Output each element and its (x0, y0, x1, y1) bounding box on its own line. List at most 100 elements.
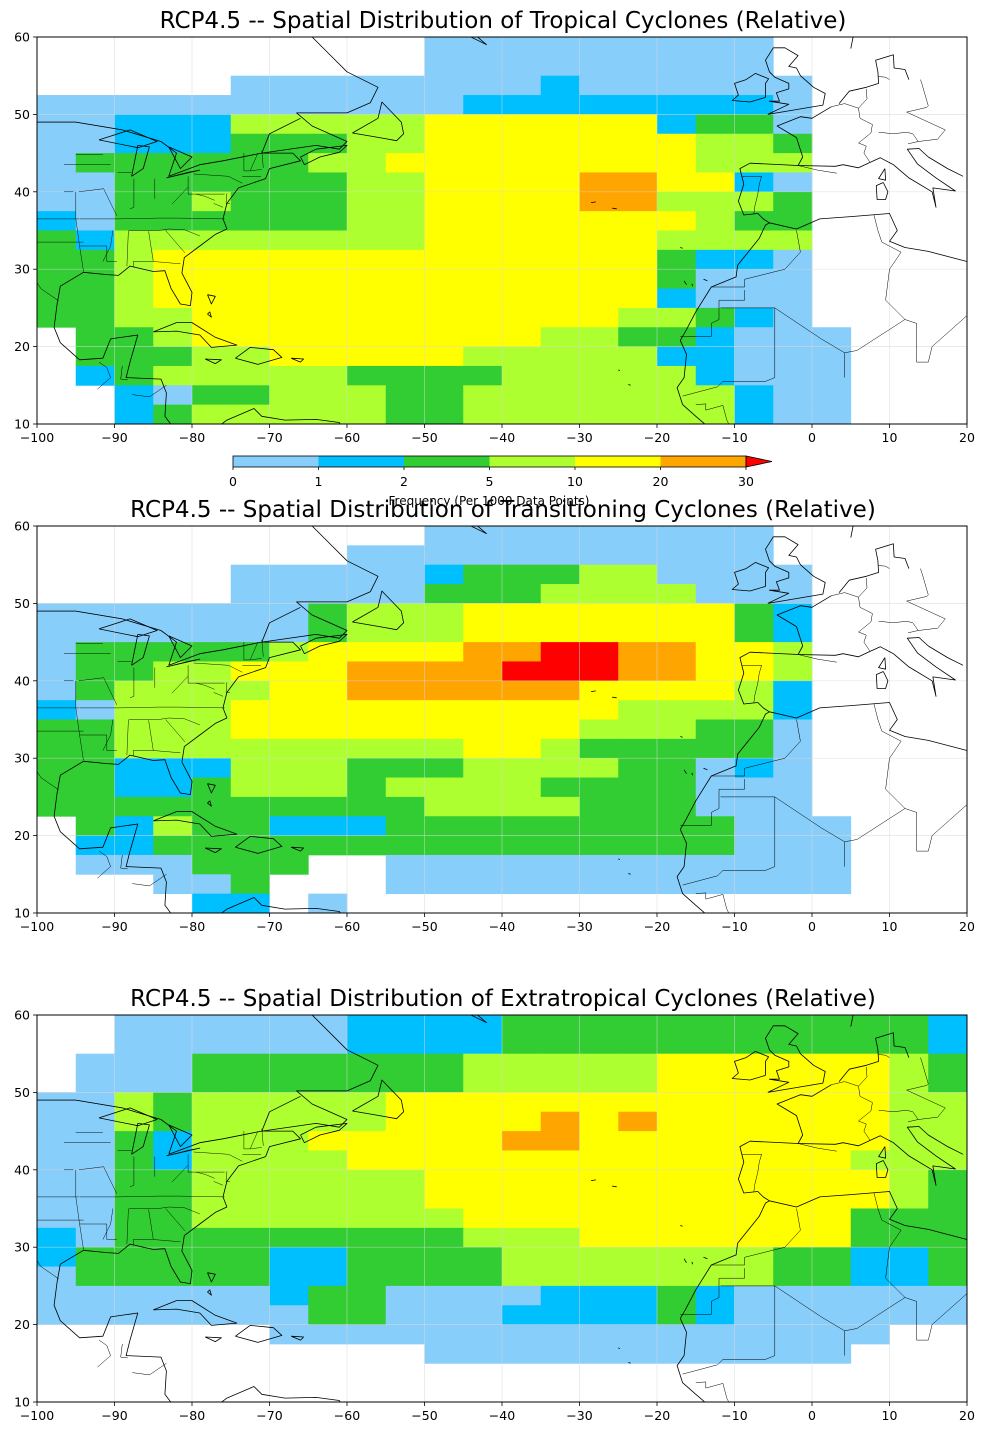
frequency-cell (269, 95, 309, 115)
frequency-cell (424, 1169, 464, 1190)
frequency-cell (463, 1169, 503, 1190)
frequency-cell (114, 327, 154, 347)
coastline (875, 671, 889, 689)
frequency-cell (75, 816, 115, 836)
frequency-cell (463, 661, 503, 682)
frequency-cell (773, 307, 813, 328)
frequency-cell (230, 1015, 270, 1035)
frequency-cell (734, 622, 774, 643)
frequency-cell (579, 777, 619, 798)
frequency-cell (540, 37, 580, 57)
country-border (695, 892, 730, 913)
frequency-cell (269, 661, 309, 682)
frequency-cell (463, 1150, 503, 1171)
frequency-cell (385, 719, 425, 740)
frequency-cell (308, 1227, 348, 1248)
frequency-cell (695, 1092, 735, 1113)
frequency-cell (424, 133, 464, 154)
state-border (129, 1206, 200, 1215)
frequency-cell (502, 816, 542, 836)
frequency-cell (308, 680, 348, 701)
country-border (120, 1343, 128, 1359)
frequency-cell (657, 700, 697, 720)
frequency-cell (114, 758, 154, 778)
frequency-cell (695, 346, 735, 367)
state-border (225, 193, 230, 204)
frequency-cell (424, 1266, 464, 1287)
x-tick-label: −70 (256, 1408, 282, 1423)
frequency-grid-cells (37, 1015, 967, 1364)
frequency-cell (269, 1266, 309, 1287)
frequency-cell (657, 1053, 697, 1074)
frequency-cell (114, 211, 154, 231)
frequency-cell (773, 1131, 813, 1151)
frequency-cell (850, 1208, 890, 1229)
state-border (193, 1151, 243, 1162)
frequency-cell (540, 1015, 580, 1035)
frequency-cell (463, 642, 503, 662)
frequency-cell (347, 758, 387, 778)
frequency-cell (230, 191, 270, 212)
frequency-cell (230, 738, 270, 759)
frequency-cell (579, 95, 619, 115)
state-border (213, 203, 224, 208)
frequency-cell (75, 230, 115, 251)
frequency-cell (37, 758, 77, 778)
frequency-cell (618, 1227, 658, 1248)
state-border (132, 261, 154, 267)
frequency-cell (192, 1092, 232, 1113)
frequency-cell (502, 133, 542, 154)
frequency-cell (928, 1285, 967, 1306)
country-border (682, 386, 718, 397)
coastline (207, 800, 212, 807)
state-border (213, 692, 224, 697)
frequency-cell (812, 1305, 852, 1325)
frequency-cell (657, 385, 697, 406)
frequency-cell (347, 603, 387, 624)
coastline (131, 1123, 150, 1155)
state-border (195, 193, 215, 201)
frequency-cell (347, 1227, 387, 1248)
frequency-cell (230, 230, 270, 251)
frequency-cell (734, 564, 774, 585)
frequency-cell (579, 564, 619, 585)
coastline (261, 1095, 301, 1132)
frequency-cell (812, 1324, 852, 1345)
frequency-cell (463, 622, 503, 643)
frequency-cell (269, 1227, 309, 1248)
frequency-cell (75, 346, 115, 367)
frequency-cell (657, 191, 697, 212)
coastline (261, 37, 379, 154)
frequency-cell (37, 133, 77, 154)
frequency-cell (37, 661, 77, 682)
frequency-cell (502, 288, 542, 309)
frequency-cell (812, 385, 852, 406)
frequency-cell (773, 1111, 813, 1132)
colorbar-bin (575, 456, 661, 467)
frequency-cell (463, 230, 503, 251)
coastline (153, 811, 238, 837)
frequency-cell (502, 211, 542, 231)
frequency-cell (540, 288, 580, 309)
coastline (37, 1099, 301, 1402)
country-border (742, 1154, 762, 1192)
frequency-cell (385, 346, 425, 367)
country-border (831, 592, 861, 608)
tropical-map-panel: RCP4.5 -- Spatial Distribution of Tropic… (14, 8, 975, 445)
frequency-cell (37, 172, 77, 193)
frequency-cell (773, 1015, 813, 1035)
frequency-cell (269, 1247, 309, 1267)
frequency-cell (424, 1092, 464, 1113)
frequency-cell (75, 191, 115, 212)
frequency-cell (540, 1092, 580, 1113)
frequency-cell (37, 777, 77, 798)
country-border (37, 1099, 123, 1109)
coastline (878, 657, 886, 670)
frequency-cell (540, 172, 580, 193)
frequency-cell (618, 211, 658, 231)
coastline (207, 294, 216, 305)
frequency-cell (75, 288, 115, 309)
country-border (711, 1208, 801, 1266)
map-title: RCP4.5 -- Spatial Distribution of Tropic… (160, 8, 847, 34)
frequency-cell (773, 1208, 813, 1229)
